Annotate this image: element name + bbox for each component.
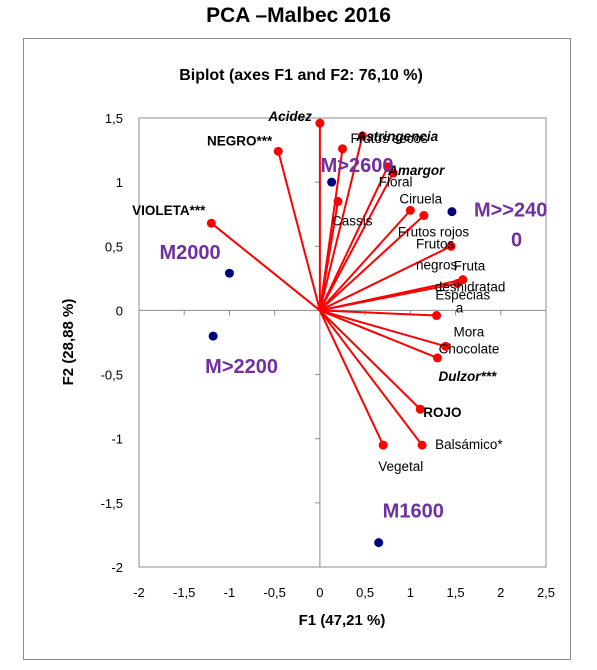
variable-point (206, 218, 216, 228)
y-tick-label: -1,5 (101, 496, 123, 511)
variable-point (357, 131, 367, 141)
variable-point (432, 311, 442, 321)
x-tick-label: 2 (497, 585, 504, 600)
observations-layer (208, 177, 457, 548)
variable-label: Frutos negros (416, 236, 458, 272)
observation-label: M1600 (383, 501, 444, 523)
chart-frame (23, 38, 571, 660)
x-tick-label: -1,5 (173, 585, 195, 600)
plot-area (138, 117, 547, 568)
y-tick-label: 1,5 (105, 111, 123, 126)
x-tick-label: -0,5 (263, 585, 285, 600)
variable-vector (319, 309, 421, 410)
variable-point (378, 440, 388, 450)
variable-point (446, 241, 456, 251)
variable-point (417, 440, 427, 450)
observation-point (447, 207, 457, 217)
chart-subtitle: Biplot (axes F1 and F2: 76,10 %) (179, 67, 423, 84)
variable-point (419, 210, 429, 220)
variable-vector (319, 245, 452, 312)
variable-point (432, 353, 442, 363)
y-tick-label: -1 (111, 432, 123, 447)
variable-label: Amargor (387, 163, 445, 178)
variable-label: Floral (379, 175, 413, 190)
axes-layer: -2 -1,5 -1 -0,5 0 0,5 1 1,5 2 2,5 1,5 1 0,5 0 -0,5 -1 -1… (101, 111, 555, 600)
variable-label: VIOLETA*** (132, 203, 206, 218)
y-axis-label: F2 (28,88 %) (60, 299, 77, 386)
x-tick-label: 1 (407, 585, 414, 600)
x-tick-label: -2 (133, 585, 145, 600)
variable-label: Especias (435, 287, 490, 302)
variable-point (415, 404, 425, 414)
variable-label: Astringencia (355, 129, 438, 144)
variable-vector (319, 309, 437, 317)
variable-label: Ciruela (399, 191, 442, 206)
variable-point (273, 146, 283, 156)
variable-label: Vegetal (378, 459, 423, 474)
variable-label: Chocolate (439, 341, 500, 356)
y-tick-label: 0 (116, 303, 123, 318)
y-tick-label: -2 (111, 560, 123, 575)
variable-vector (318, 135, 364, 311)
observation-point (224, 268, 234, 278)
variable-label: Mora (454, 325, 485, 340)
variable-vector (319, 309, 438, 359)
variable-vector (319, 209, 412, 312)
observation-label: M>2200 (205, 356, 278, 378)
x-tick-label: 0,5 (356, 585, 374, 600)
x-tick-label: -1 (224, 585, 236, 600)
y-tick-label: 0,5 (105, 239, 123, 254)
observation-label: M>2600 (321, 155, 394, 177)
x-tick-label: 2,5 (537, 585, 555, 600)
variable-label: Dulzor*** (438, 369, 497, 384)
observation-point (374, 538, 384, 548)
variable-vector (319, 172, 395, 311)
page-title: PCA –Malbec 2016 (206, 4, 391, 27)
observation-label: M2000 (159, 242, 220, 264)
y-tick-label: -0,5 (101, 368, 123, 383)
variable-label: ROJO (423, 405, 461, 420)
variable-label: Balsámico* (435, 437, 503, 452)
variable-label: Acidez (267, 109, 312, 124)
variable-vector (210, 222, 321, 312)
x-axis-label: F1 (47,21 %) (299, 612, 386, 629)
variable-point (315, 118, 325, 128)
variable-vector (319, 214, 425, 312)
variable-label: NEGRO*** (207, 133, 273, 148)
variable-vector (318, 201, 339, 311)
variable-vector (319, 309, 446, 348)
y-tick-label: 1 (116, 175, 123, 190)
observation-point (327, 177, 337, 187)
x-tick-label: 1,5 (447, 585, 465, 600)
variable-point (383, 162, 393, 172)
variable-vector (319, 309, 423, 446)
observation-label: M>>240 0 (474, 200, 547, 252)
variable-vector (318, 310, 385, 446)
variable-label: Cassis (332, 213, 373, 228)
variable-label: Fruta deshidratad a (435, 259, 506, 316)
variable-point (405, 205, 415, 215)
variable-vector (318, 166, 389, 311)
variable-label: Frutos rojos (398, 224, 470, 239)
variable-vector (277, 151, 321, 311)
variable-point (452, 278, 462, 288)
variable-point (333, 196, 343, 206)
variable-vectors-layer (206, 118, 468, 450)
x-tick-label: 0 (316, 585, 323, 600)
variable-point (441, 341, 451, 351)
variable-point (338, 144, 347, 154)
observation-point (208, 331, 218, 341)
variable-label: Frutos secos (351, 131, 429, 146)
variable-vector (319, 282, 458, 312)
variable-point (388, 168, 398, 178)
